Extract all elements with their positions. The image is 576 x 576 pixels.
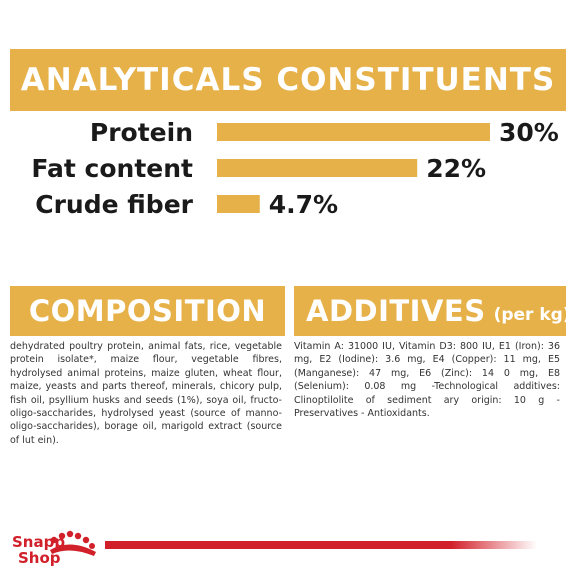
- category-label: Protein: [90, 118, 193, 147]
- logo-text-line1: Snapp: [12, 533, 66, 551]
- category-label: Crude fiber: [35, 190, 193, 219]
- additives-unit: (per kg): [493, 305, 566, 325]
- composition-title: COMPOSITION: [28, 294, 267, 328]
- value-label: 4.7%: [269, 190, 338, 219]
- logo-text-line2: Shop: [18, 549, 61, 567]
- bar: [217, 195, 260, 213]
- value-label: 30%: [499, 118, 559, 147]
- footer-divider: [105, 541, 537, 549]
- additives-title: ADDITIVES: [306, 294, 486, 328]
- bar: [217, 123, 490, 141]
- composition-banner: COMPOSITION: [10, 286, 285, 336]
- analytics-banner: ANALYTICALS CONSTITUENTS: [10, 49, 566, 111]
- value-label: 22%: [426, 154, 486, 183]
- analytics-bar-chart: Protein 30% Fat content 22% Crude fiber 4.7%: [31, 118, 559, 219]
- additives-text: Vitamin A: 31000 IU, Vitamin D3: 800 IU,…: [294, 341, 560, 420]
- additives-banner: ADDITIVES (per kg): [294, 286, 566, 336]
- category-label: Fat content: [31, 154, 193, 183]
- snappshop-logo: Snapp Shop: [4, 528, 104, 572]
- crown-icon: [50, 530, 96, 556]
- bar: [217, 159, 418, 177]
- composition-text: dehydrated poultry protein, animal fats,…: [10, 341, 282, 446]
- analytics-title: ANALYTICALS CONSTITUENTS: [20, 62, 556, 98]
